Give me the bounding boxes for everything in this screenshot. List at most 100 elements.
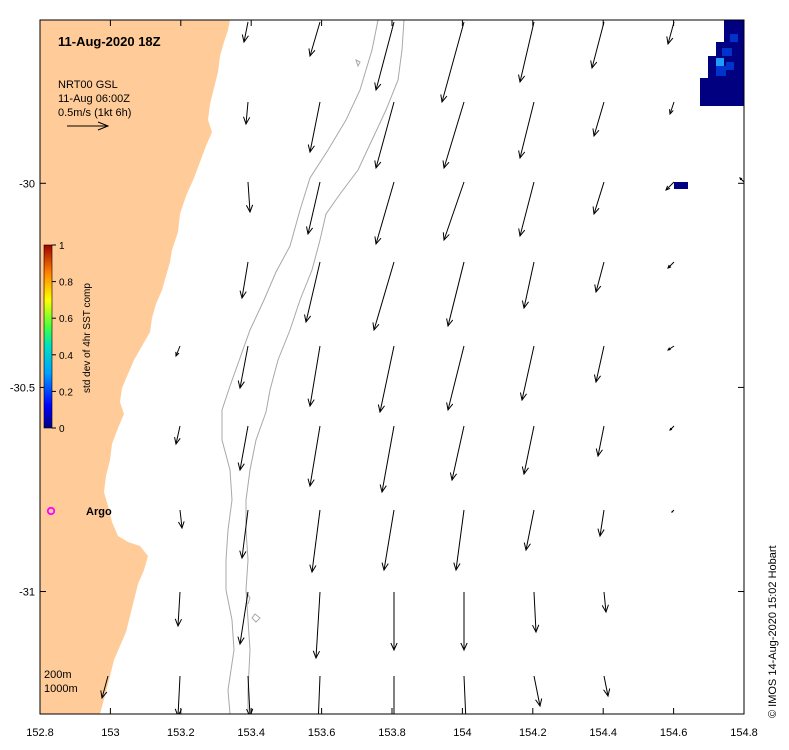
current-arrow bbox=[667, 261, 675, 269]
y-tick-label: -31 bbox=[19, 587, 35, 599]
current-arrow bbox=[592, 181, 605, 216]
colorbar-tick-label: 1 bbox=[59, 241, 65, 252]
legend-scale: 0.5m/s (1kt 6h) bbox=[58, 107, 131, 119]
colorbar-tick-label: 0.2 bbox=[59, 387, 73, 398]
argo-float-marker bbox=[46, 506, 56, 516]
current-arrow bbox=[593, 345, 605, 384]
current-vectors bbox=[100, 21, 744, 714]
current-arrow bbox=[666, 345, 675, 351]
current-arrow bbox=[592, 101, 605, 138]
current-arrow bbox=[518, 21, 535, 84]
colorbar-label: std dev of 4hr SST comp bbox=[82, 283, 93, 393]
colorbar bbox=[43, 244, 53, 429]
current-arrow bbox=[532, 591, 540, 634]
current-arrow bbox=[590, 21, 605, 70]
argo-label: Argo bbox=[86, 506, 112, 518]
current-arrow bbox=[309, 509, 321, 574]
current-arrow bbox=[446, 345, 465, 412]
axes: 152.8 153 153.2 153.4 153.6 153.8 154 154.2 154.… bbox=[10, 20, 758, 739]
current-arrow bbox=[665, 181, 675, 191]
current-arrow bbox=[743, 262, 744, 264]
x-tick-label: 154.2 bbox=[519, 727, 547, 739]
colorbar-tick-label: 0 bbox=[59, 424, 65, 435]
x-tick-label: 153.2 bbox=[167, 727, 195, 739]
isobath-feature bbox=[251, 613, 261, 623]
current-arrow bbox=[243, 101, 251, 126]
current-arrow bbox=[178, 509, 185, 530]
x-tick-label: 153.8 bbox=[378, 727, 406, 739]
current-arrow bbox=[174, 591, 182, 628]
current-arrow bbox=[307, 425, 321, 488]
current-arrow bbox=[374, 101, 395, 170]
isobath-feature bbox=[355, 59, 361, 68]
x-tick-label: 152.8 bbox=[26, 727, 54, 739]
current-arrow bbox=[603, 675, 611, 698]
current-arrow bbox=[597, 509, 605, 538]
x-tick-label: 153 bbox=[101, 727, 119, 739]
legend-time: 11-Aug 06:00Z bbox=[58, 93, 130, 105]
current-arrow bbox=[100, 675, 109, 700]
current-arrow bbox=[174, 425, 181, 446]
current-arrow bbox=[533, 675, 543, 708]
current-arrow bbox=[446, 261, 465, 328]
current-arrow bbox=[237, 591, 249, 646]
land-mass bbox=[40, 20, 230, 714]
colorbar-tick-label: 0.8 bbox=[59, 278, 73, 289]
scale-arrow bbox=[67, 121, 110, 131]
current-arrow bbox=[739, 177, 744, 183]
x-tick-label: 154.8 bbox=[730, 727, 758, 739]
current-arrow bbox=[523, 509, 535, 552]
current-arrow bbox=[521, 425, 535, 476]
current-arrow bbox=[442, 181, 465, 242]
current-arrow bbox=[518, 101, 535, 160]
current-arrow bbox=[372, 261, 395, 332]
bathy-label-200m: 200m bbox=[44, 669, 72, 681]
current-arrow bbox=[246, 675, 254, 714]
current-arrow bbox=[519, 345, 535, 402]
legend-product: NRT00 GSL bbox=[58, 79, 118, 91]
x-tick-label: 154.4 bbox=[589, 727, 617, 739]
current-arrow bbox=[669, 425, 675, 431]
current-arrow bbox=[390, 592, 398, 652]
current-arrow bbox=[669, 101, 675, 116]
credit-text: © IMOS 14-Aug-2020 15:02 Hobart bbox=[767, 545, 779, 718]
bathy-label-1000m: 1000m bbox=[44, 683, 78, 695]
current-arrow bbox=[239, 509, 249, 560]
isobath-200m bbox=[221, 20, 379, 714]
y-tick-label: -30 bbox=[19, 178, 35, 190]
current-arrow bbox=[237, 345, 249, 390]
current-arrow bbox=[442, 101, 465, 170]
current-arrow bbox=[312, 591, 321, 660]
x-tick-label: 154.6 bbox=[660, 727, 688, 739]
y-tick-label: -30.5 bbox=[10, 382, 35, 394]
current-arrow bbox=[241, 21, 249, 44]
colorbar-tick-label: 0.4 bbox=[59, 351, 73, 362]
current-arrow bbox=[317, 675, 321, 714]
current-arrow bbox=[393, 676, 395, 714]
current-arrow bbox=[308, 21, 321, 58]
current-arrow bbox=[463, 675, 467, 714]
current-arrow bbox=[239, 261, 249, 300]
current-arrow bbox=[666, 21, 675, 46]
current-arrow bbox=[743, 346, 744, 348]
current-arrow bbox=[307, 345, 321, 408]
current-arrow bbox=[379, 425, 395, 494]
colorbar-tick-label: 0.6 bbox=[59, 314, 73, 325]
current-arrow bbox=[374, 181, 395, 246]
current-arrow bbox=[306, 181, 321, 236]
x-tick-label: 153.4 bbox=[237, 727, 265, 739]
current-arrow bbox=[237, 425, 249, 472]
current-arrow bbox=[743, 426, 744, 427]
x-tick-label: 153.6 bbox=[308, 727, 336, 739]
sst-patch bbox=[674, 20, 744, 189]
current-arrow bbox=[518, 181, 535, 238]
colorbar-ticks: 1 0.8 0.6 0.4 0.2 0 bbox=[52, 241, 73, 435]
current-arrow bbox=[453, 509, 465, 572]
current-arrow bbox=[521, 261, 535, 310]
current-arrow bbox=[245, 181, 254, 214]
current-arrow bbox=[381, 509, 395, 572]
current-arrow bbox=[175, 345, 181, 358]
isobath-1000m bbox=[245, 20, 405, 714]
map-title: 11-Aug-2020 18Z bbox=[58, 34, 161, 49]
x-tick-label: 154 bbox=[453, 727, 471, 739]
